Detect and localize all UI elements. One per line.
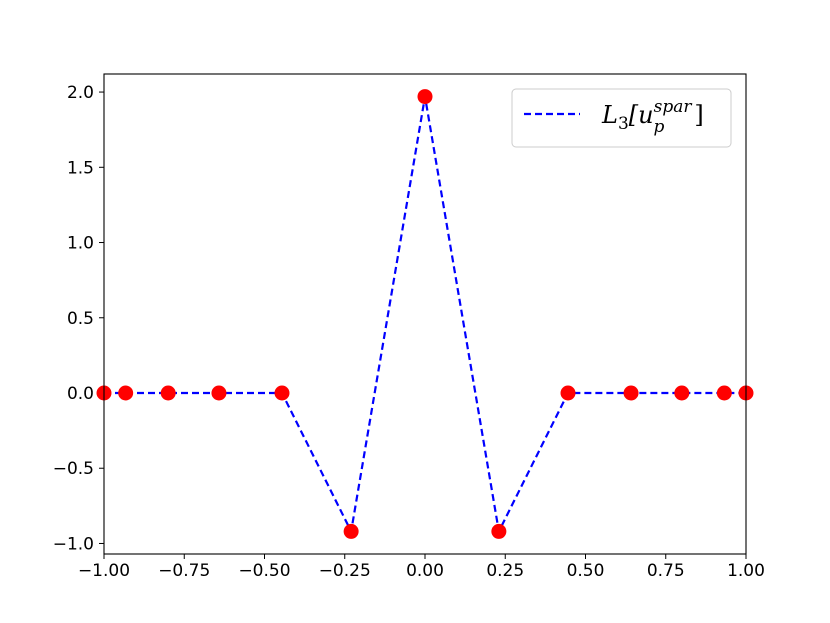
plot-background [104,74,746,554]
x-tick-label: 0.25 [486,561,524,581]
data-point [211,385,227,401]
data-point [417,89,433,105]
data-point [491,523,507,539]
legend-label: L3[uspar p] [601,97,704,137]
y-tick-label: −0.5 [53,459,94,479]
plot-frame [103,73,747,555]
x-tick-label: 1.00 [727,561,765,581]
plot-area [104,74,746,554]
legend-subscript: 3 [618,114,629,134]
data-point [716,385,732,401]
y-tick-label: −1.0 [53,534,94,554]
x-tick-label: −0.50 [238,561,290,581]
x-tick-label: −1.00 [78,561,130,581]
data-point [274,385,290,401]
legend-bracket-open: [u [629,101,654,129]
legend-symbol-l: L [601,101,618,129]
legend: L3[uspar p] [511,88,732,148]
legend-bracket-close: ] [694,101,703,129]
series-layer [96,89,754,539]
y-tick-label: 0.5 [67,309,94,329]
data-point [343,523,359,539]
legend-subscript-p: p [653,117,664,137]
data-point [623,385,639,401]
x-axis: −1.00 −0.75 −0.50 −0.25 0.00 0.25 0.50 0.75 1.00 [78,554,765,581]
legend-box [511,88,732,148]
y-tick-label: 2.0 [67,83,94,103]
data-point [118,385,134,401]
x-tick-label: 0.50 [567,561,605,581]
y-tick-label: 1.0 [67,234,94,254]
x-tick-label: −0.25 [319,561,371,581]
y-tick-label: 0.0 [67,384,94,404]
x-tick-label: 0.00 [406,561,444,581]
data-point [560,385,576,401]
data-point [674,385,690,401]
data-point [160,385,176,401]
y-tick-label: 1.5 [67,158,94,178]
x-tick-label: −0.75 [158,561,210,581]
legend-superscript: spar [654,97,693,117]
x-tick-label: 0.75 [647,561,685,581]
y-axis: −1.0 −0.5 0.0 0.5 1.0 1.5 2.0 [53,83,104,554]
